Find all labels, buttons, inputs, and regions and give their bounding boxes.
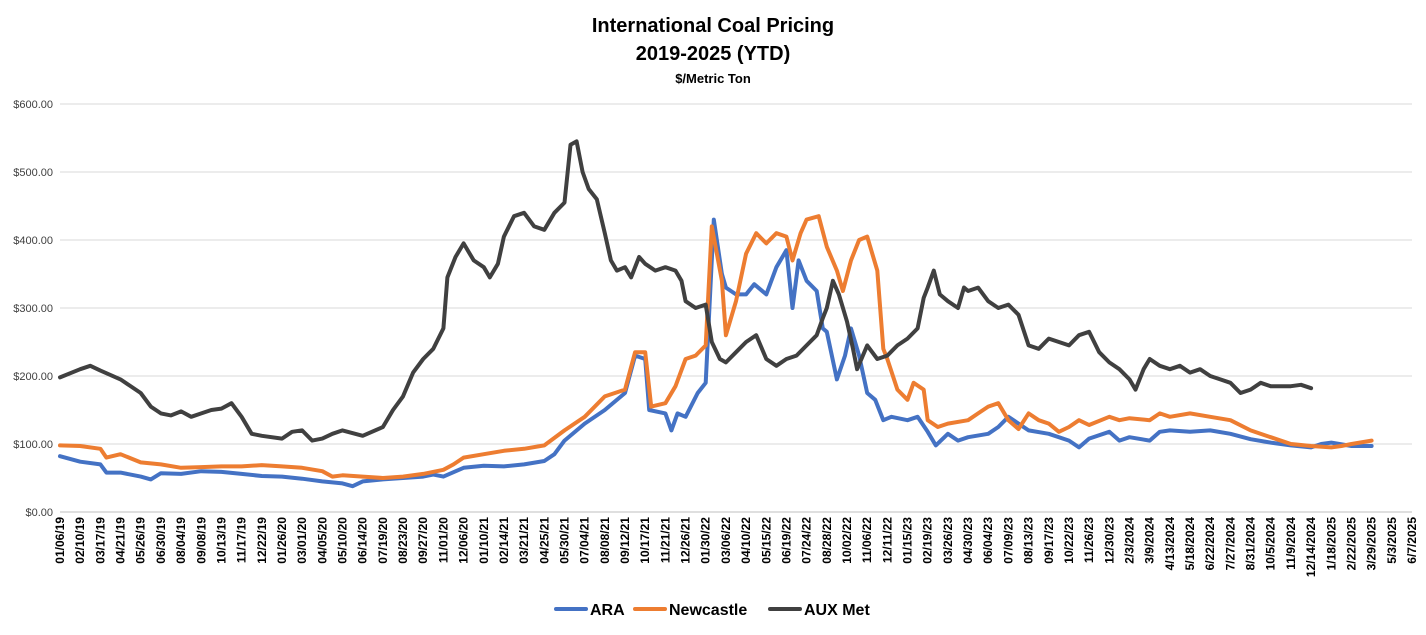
x-tick-label: 04/10/22	[739, 517, 753, 564]
legend-item-ara: ARA	[554, 602, 625, 619]
x-tick-label: 2/3/2024	[1122, 517, 1136, 564]
x-tick-label: 12/14/2024	[1304, 517, 1318, 577]
x-tick-label: 4/13/2024	[1163, 517, 1177, 571]
x-tick-label: 08/28/22	[820, 517, 834, 564]
series-layer	[58, 139, 1374, 489]
series-line-ara	[58, 217, 1374, 489]
x-tick-label: 12/22/19	[255, 517, 269, 564]
x-tick-label: 03/17/19	[93, 517, 107, 564]
x-tick-label: 01/06/19	[53, 517, 67, 564]
legend-item-aux-met: AUX Met	[768, 602, 870, 619]
legend-label: AUX Met	[804, 602, 870, 619]
x-tick-label: 08/08/21	[598, 517, 612, 564]
x-tick-label: 05/30/21	[557, 517, 571, 564]
legend: ARA Newcastle AUX Met	[554, 602, 870, 619]
x-tick-label: 01/30/22	[699, 517, 713, 564]
x-tick-label: 04/05/20	[315, 517, 329, 564]
x-tick-label: 12/11/22	[880, 517, 894, 563]
x-tick-label: 09/27/20	[416, 517, 430, 564]
x-tick-label: 11/21/21	[658, 517, 672, 563]
x-tick-label: 3/9/2024	[1143, 517, 1157, 564]
x-tick-label: 04/25/21	[537, 517, 551, 564]
x-tick-label: 11/9/2024	[1284, 517, 1298, 570]
x-tick-label: 09/08/19	[194, 517, 208, 564]
x-tick-label: 05/15/22	[759, 517, 773, 564]
x-tick-label: 01/10/21	[477, 517, 491, 564]
y-tick-label: $100.00	[13, 439, 53, 451]
y-tick-label: $200.00	[13, 371, 53, 383]
x-tick-label: 01/26/20	[275, 517, 289, 564]
x-tick-label: 11/17/19	[235, 517, 249, 563]
x-tick-label: 12/06/20	[457, 517, 471, 564]
x-tick-label: 06/19/22	[779, 517, 793, 564]
y-tick-label: $500.00	[13, 167, 53, 179]
x-tick-label: 10/13/19	[214, 517, 228, 564]
x-tick-label: 11/06/22	[860, 517, 874, 563]
x-tick-label: 8/31/2024	[1244, 517, 1258, 571]
x-tick-label: 10/22/23	[1062, 517, 1076, 564]
legend-label: ARA	[590, 602, 625, 619]
x-tick-label: 1/18/2025	[1324, 517, 1338, 571]
x-tick-label: 10/5/2024	[1264, 517, 1278, 571]
x-tick-label: 08/04/19	[174, 517, 188, 564]
y-tick-label: $600.00	[13, 99, 53, 111]
y-tick-label: $400.00	[13, 235, 53, 247]
x-tick-label: 07/24/22	[800, 517, 814, 564]
x-tick-label: 04/30/23	[961, 517, 975, 564]
chart-unit-label: $/Metric Ton	[675, 71, 751, 86]
x-tick-label: 5/3/2025	[1385, 517, 1399, 564]
chart-title: International Coal Pricing	[592, 15, 834, 37]
x-tick-label: 6/22/2024	[1203, 517, 1217, 571]
x-tick-label: 02/10/19	[73, 517, 87, 564]
x-tick-label: 07/09/23	[1001, 517, 1015, 564]
x-tick-label: 10/17/21	[638, 517, 652, 564]
x-axis-tick-labels: 01/06/19 02/10/19 03/17/19 04/21/19 05/26/19…	[53, 517, 1419, 577]
x-tick-label: 10/02/22	[840, 517, 854, 564]
x-tick-label: 03/26/23	[941, 517, 955, 564]
chart-subtitle: 2019-2025 (YTD)	[636, 43, 791, 65]
series-line-aux-met	[58, 139, 1314, 443]
x-tick-label: 2/22/2025	[1344, 517, 1358, 571]
x-tick-label: 01/15/23	[901, 517, 915, 564]
x-tick-label: 06/04/23	[981, 517, 995, 564]
x-tick-label: 09/17/23	[1042, 517, 1056, 564]
x-tick-label: 03/01/20	[295, 517, 309, 564]
x-tick-label: 06/14/20	[356, 517, 370, 564]
x-tick-label: 07/19/20	[376, 517, 390, 564]
x-tick-label: 04/21/19	[114, 517, 128, 564]
x-tick-label: 08/13/23	[1022, 517, 1036, 564]
series-line-newcastle	[58, 214, 1374, 480]
y-tick-label: $300.00	[13, 303, 53, 315]
x-tick-label: 12/26/21	[679, 517, 693, 564]
x-tick-label: 06/30/19	[154, 517, 168, 564]
x-tick-label: 08/23/20	[396, 517, 410, 564]
x-tick-label: 05/26/19	[134, 517, 148, 564]
x-tick-label: 09/12/21	[618, 517, 632, 564]
x-tick-label: 7/27/2024	[1223, 517, 1237, 571]
legend-item-newcastle: Newcastle	[633, 602, 747, 619]
x-tick-label: 3/29/2025	[1365, 517, 1379, 571]
x-tick-label: 11/26/23	[1082, 517, 1096, 563]
x-tick-label: 02/19/23	[921, 517, 935, 564]
x-tick-label: 03/06/22	[719, 517, 733, 564]
x-tick-label: 07/04/21	[578, 517, 592, 564]
x-tick-label: 02/14/21	[497, 517, 511, 564]
x-tick-label: 11/01/20	[436, 517, 450, 563]
y-tick-label: $0.00	[25, 507, 53, 519]
x-tick-label: 6/7/2025	[1405, 517, 1419, 564]
x-tick-label: 03/21/21	[517, 517, 531, 564]
grid-layer: $0.00 $100.00 $200.00 $300.00 $400.00 $500.00…	[13, 99, 1412, 519]
x-tick-label: 5/18/2024	[1183, 517, 1197, 571]
x-tick-label: 12/30/23	[1102, 517, 1116, 564]
x-tick-label: 05/10/20	[336, 517, 350, 564]
legend-label: Newcastle	[669, 602, 747, 619]
